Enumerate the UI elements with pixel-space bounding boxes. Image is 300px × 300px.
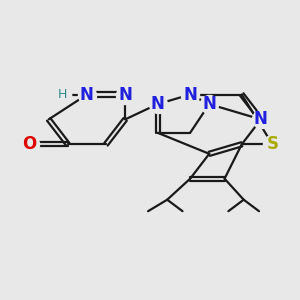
Text: N: N — [254, 110, 268, 128]
Text: N: N — [118, 85, 132, 103]
Text: S: S — [266, 135, 278, 153]
Text: N: N — [202, 95, 216, 113]
Text: N: N — [80, 85, 94, 103]
Text: O: O — [22, 135, 37, 153]
Text: H: H — [57, 88, 67, 101]
Text: N: N — [151, 95, 165, 113]
Text: N: N — [183, 85, 197, 103]
